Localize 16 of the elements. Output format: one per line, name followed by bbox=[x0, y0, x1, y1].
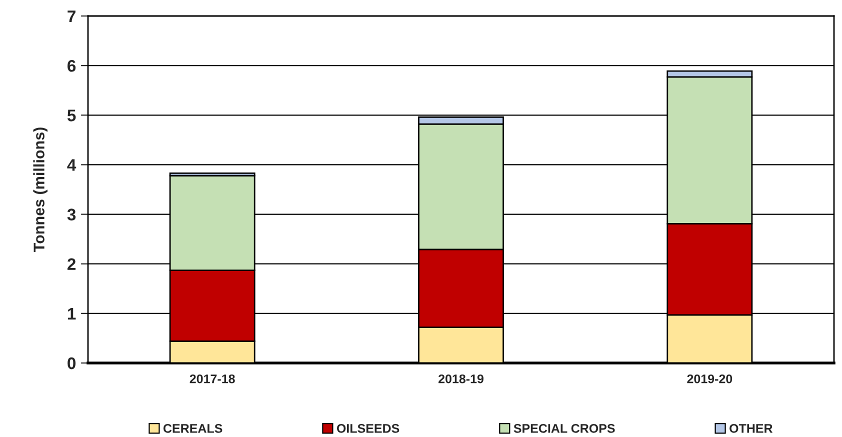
legend-label: CEREALS bbox=[163, 424, 222, 433]
x-tick-label: 2018-19 bbox=[438, 374, 484, 384]
y-tick-label: 1 bbox=[68, 308, 76, 320]
x-tick-label: 2019-20 bbox=[687, 374, 732, 384]
legend-label: OTHER bbox=[730, 424, 773, 433]
y-tick-label: 7 bbox=[68, 10, 76, 22]
y-tick-label: 3 bbox=[67, 208, 76, 221]
y-tick-label: 6 bbox=[68, 60, 76, 72]
y-tick-label: 0 bbox=[68, 357, 76, 370]
y-tick-label: 5 bbox=[67, 110, 76, 122]
legend-label: OILSEEDS bbox=[336, 424, 400, 433]
y-tick-label: 4 bbox=[67, 159, 76, 171]
x-tick-label: 2017-18 bbox=[190, 374, 235, 384]
legend-label: SPECIAL CROPS bbox=[514, 424, 615, 433]
y-axis-title: Tonnes (millions) bbox=[33, 128, 48, 252]
y-tick-label: 2 bbox=[68, 258, 76, 270]
